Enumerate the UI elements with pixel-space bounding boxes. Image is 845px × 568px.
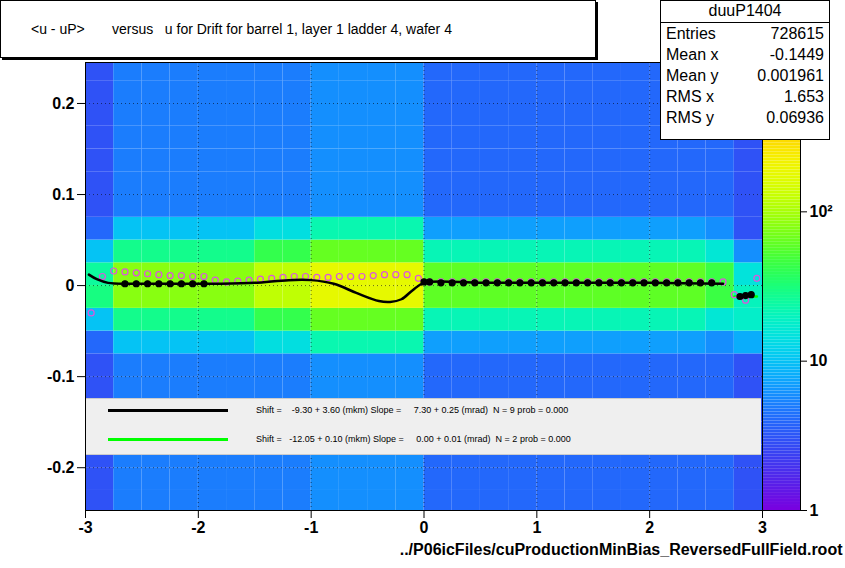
svg-text:10: 10 [810,352,828,369]
svg-text:10²: 10² [810,203,833,220]
html-text:0.001961: 0.001961 [757,67,824,84]
svg-text:2: 2 [645,519,654,536]
html-text:1.653: 1.653 [784,88,824,105]
svg-text:3: 3 [758,519,767,536]
svg-text:0.1: 0.1 [52,186,74,203]
html-text:RMS x: RMS x [666,88,714,105]
html-text:RMS y: RMS y [666,109,714,126]
svg-text:-2: -2 [191,519,205,536]
svg-text:-0.1: -0.1 [47,368,75,385]
html-text:Entries: Entries [666,25,716,42]
html-text:0.06936: 0.06936 [766,109,824,126]
svg-text:0.2: 0.2 [52,95,74,112]
svg-text:-0.2: -0.2 [47,459,75,476]
html-text:Shift = -12.05 + 0.10 (mkm) Sl: Shift = -12.05 + 0.10 (mkm) Slope = 0.00… [256,434,571,444]
html-text:Mean x: Mean x [666,46,719,63]
html-text:duuP1404: duuP1404 [708,2,782,19]
svg-text:-1: -1 [304,519,318,536]
svg-text:0: 0 [66,277,75,294]
svg-text:../P06icFiles/cuProductionMinB: ../P06icFiles/cuProductionMinBias_Revers… [400,541,843,558]
html-text:-0.1449: -0.1449 [769,46,824,63]
svg-text:0: 0 [420,519,429,536]
html-text:Shift = -9.30 + 3.60 (mkm) Slo: Shift = -9.30 + 3.60 (mkm) Slope = 7.30 … [256,405,569,415]
html-text:728615: 728615 [770,25,824,42]
svg-text:-3: -3 [78,519,92,536]
html-text:<u - uP> versus u for Drift fo: <u - uP> versus u for Drift for barrel 1… [31,21,452,37]
svg-text:1: 1 [532,519,541,536]
svg-text:1: 1 [810,502,819,519]
html-text:Mean y: Mean y [666,67,719,84]
